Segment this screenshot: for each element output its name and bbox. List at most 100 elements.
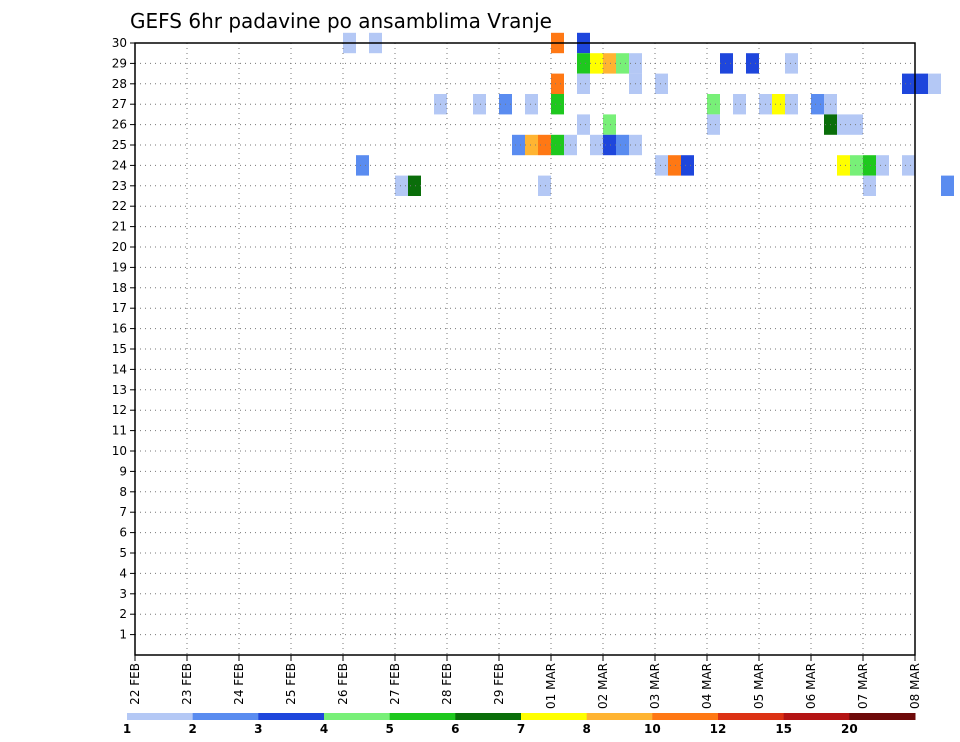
heatmap-cell — [551, 134, 564, 156]
heatmap-cell — [707, 94, 720, 115]
heatmap-cell — [577, 114, 590, 135]
colorbar: 1 2 3 4 5 6 7 8 10 12 15 20 — [123, 713, 916, 736]
y-tick-label: 7 — [119, 505, 127, 519]
heatmap-cell — [902, 155, 915, 176]
y-tick-label: 10 — [112, 444, 127, 458]
colorbar-label: 1 — [123, 722, 131, 736]
x-tick-label: 27 FEB — [388, 663, 402, 705]
heatmap-cell — [655, 155, 668, 176]
heatmap-cell — [551, 73, 564, 94]
x-tick-label: 03 MAR — [648, 663, 662, 709]
chart-title: GEFS 6hr padavine po ansamblima Vranje — [130, 9, 552, 33]
y-tick-label: 4 — [119, 566, 127, 580]
heatmap-cell — [538, 175, 551, 196]
colorbar-label: 2 — [188, 722, 196, 736]
heatmap-cell — [850, 114, 863, 135]
x-tick-label: 04 MAR — [700, 663, 714, 709]
heatmap-cell — [668, 155, 681, 176]
y-tick-label: 21 — [112, 220, 127, 234]
heatmap-cell — [655, 73, 668, 94]
x-tick-label: 07 MAR — [856, 663, 870, 709]
colorbar-label: 12 — [710, 722, 727, 736]
x-tick-label: 29 FEB — [492, 663, 506, 705]
colorbar-label: 5 — [385, 722, 393, 736]
heatmap-cell — [785, 53, 798, 74]
heatmap-cell — [603, 53, 616, 74]
x-tick-label: 08 MAR — [908, 663, 922, 709]
colorbar-swatch — [127, 713, 194, 720]
colorbar-label: 8 — [582, 722, 590, 736]
heatmap-cell — [512, 134, 525, 156]
heatmap-cell — [811, 94, 824, 115]
y-tick-label: 3 — [119, 587, 127, 601]
colorbar-swatch — [258, 713, 325, 720]
y-tick-label: 26 — [112, 118, 127, 132]
heatmap-cells — [343, 32, 954, 196]
colorbar-swatch — [718, 713, 785, 720]
colorbar-swatch — [849, 713, 916, 720]
heatmap-cell — [590, 53, 603, 74]
heatmap-cell — [837, 114, 850, 135]
y-tick-label: 8 — [119, 485, 127, 499]
colorbar-swatch — [652, 713, 719, 720]
colorbar-label: 3 — [254, 722, 262, 736]
heatmap-cell — [863, 175, 876, 196]
heatmap-cell — [525, 94, 538, 115]
y-tick-label: 16 — [112, 322, 127, 336]
heatmap-cell — [473, 94, 486, 115]
heatmap-cell — [941, 175, 954, 196]
y-tick-label: 1 — [119, 628, 127, 642]
heatmap-cell — [408, 175, 421, 196]
x-tick-label: 26 FEB — [336, 663, 350, 705]
heatmap-cell — [356, 155, 369, 176]
y-tick-label: 19 — [112, 260, 127, 274]
x-axis: 22 FEB 23 FEB 24 FEB 25 FEB 26 FEB 27 FEB 28 F… — [128, 655, 922, 709]
colorbar-label: 6 — [451, 722, 459, 736]
colorbar-swatch — [192, 713, 259, 720]
y-tick-label: 15 — [112, 342, 127, 356]
y-tick-label: 11 — [112, 424, 127, 438]
heatmap-cell — [525, 134, 538, 156]
heatmap-cell — [395, 175, 408, 196]
heatmap-cell — [538, 134, 551, 156]
heatmap-cell — [785, 94, 798, 115]
y-tick-label: 13 — [112, 383, 127, 397]
x-tick-label: 05 MAR — [752, 663, 766, 709]
colorbar-label: 4 — [320, 722, 328, 736]
y-tick-label: 30 — [112, 36, 127, 50]
colorbar-swatch — [783, 713, 850, 720]
heatmap-cell — [902, 73, 915, 94]
x-tick-label: 28 FEB — [440, 663, 454, 705]
heatmap-cell — [863, 155, 876, 176]
colorbar-swatch — [389, 713, 456, 720]
colorbar-swatch — [586, 713, 653, 720]
x-tick-label: 01 MAR — [544, 663, 558, 709]
colorbar-label: 7 — [517, 722, 525, 736]
heatmap-cell — [876, 155, 889, 176]
y-tick-label: 29 — [112, 56, 127, 70]
heatmap-cell — [720, 53, 733, 74]
x-tick-label: 25 FEB — [284, 663, 298, 705]
y-tick-label: 17 — [112, 301, 127, 315]
heatmap-cell — [616, 134, 629, 156]
y-tick-label: 6 — [119, 526, 127, 540]
heatmap-cell — [915, 73, 928, 94]
colorbar-swatch — [324, 713, 391, 720]
y-tick-label: 23 — [112, 179, 127, 193]
colorbar-label: 10 — [644, 722, 661, 736]
x-tick-label: 06 MAR — [804, 663, 818, 709]
colorbar-swatch — [455, 713, 522, 720]
y-tick-label: 18 — [112, 281, 127, 295]
heatmap-cell — [577, 53, 590, 74]
colorbar-label: 15 — [775, 722, 792, 736]
y-axis: 1234567891011121314151617181920212223242… — [112, 36, 135, 642]
heatmap-cell — [590, 134, 603, 156]
heatmap-cell — [603, 114, 616, 135]
y-tick-label: 12 — [112, 403, 127, 417]
colorbar-label: 20 — [841, 722, 858, 736]
heatmap-cell — [616, 53, 629, 74]
x-tick-label: 24 FEB — [232, 663, 246, 705]
heatmap-cell — [733, 94, 746, 115]
colorbar-swatch — [521, 713, 588, 720]
